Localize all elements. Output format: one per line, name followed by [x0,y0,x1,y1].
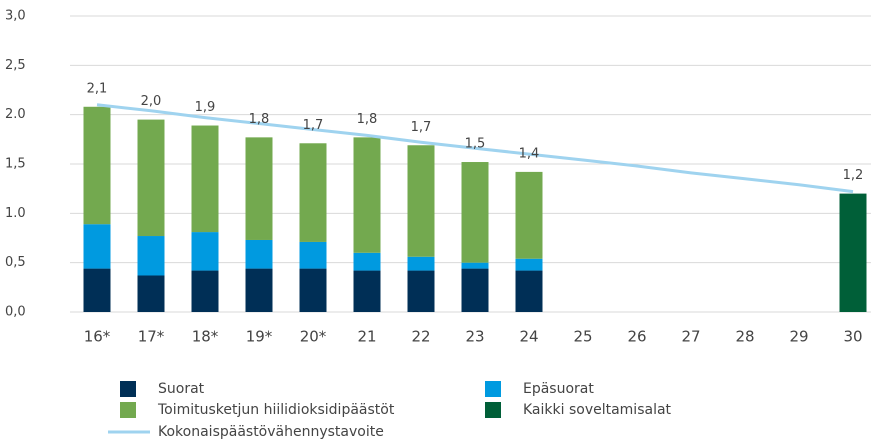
target-line [96,103,854,194]
bar-segment [83,268,111,312]
y-tick-label: 2,5 [5,58,26,73]
bar-segment [407,145,435,257]
bar-segment [191,232,219,271]
bar-segment [839,193,867,312]
x-tick-label: 18* [192,328,219,346]
y-tick-label: 1,5 [5,157,26,172]
x-tick-label: 29 [789,328,808,346]
legend-swatch [120,402,136,418]
legend-label: Kokonaispäästövähennystavoite [158,424,384,440]
bar-segment [83,106,111,225]
legend-label: Toimitusketjun hiilidioksidipäästöt [157,402,395,418]
x-tick-label: 23 [465,328,484,346]
bar-segment [407,256,435,271]
x-tick-label: 16* [84,328,111,346]
bar-segment [245,137,273,240]
bar-segment [299,241,327,269]
total-label: 1,2 [843,168,864,183]
bar-segment [461,162,489,263]
y-tick-label: 1.0 [5,206,26,221]
x-tick-label: 21 [357,328,376,346]
bar-segment [191,270,219,312]
bar-segment [461,262,489,269]
x-tick-label: 20* [300,328,327,346]
bar-segment [515,171,543,259]
bar-segment [137,119,165,237]
x-tick-label: 25 [573,328,592,346]
total-label: 1,5 [465,137,486,152]
y-tick-label: 3,0 [5,9,26,24]
total-label: 1,4 [519,146,540,161]
x-tick-label: 30 [843,328,862,346]
x-tick-label: 28 [735,328,754,346]
x-tick-label: 26 [627,328,646,346]
total-label: 1,9 [195,100,216,115]
bar-segment [299,143,327,242]
x-tick-label: 17* [138,328,165,346]
y-tick-label: 0,0 [5,305,26,320]
legend-swatch [485,402,501,418]
bar-segment [515,270,543,312]
legend-label: Suorat [158,381,205,397]
total-label: 2,1 [87,81,108,96]
bar-segment [83,224,111,269]
bar-segment [299,268,327,312]
x-tick-label: 27 [681,328,700,346]
bar-segment [353,137,381,253]
legend-swatch [485,381,501,397]
bar-segment [461,268,489,312]
total-label: 1,7 [303,118,324,133]
bar-segment [515,258,543,271]
y-tick-label: 2.0 [5,107,26,122]
legend-label: Kaikki soveltamisalat [523,402,672,418]
bar-segment [191,125,219,233]
total-label: 1,8 [249,112,270,127]
bar-segment [137,275,165,312]
bar-segment [245,239,273,269]
x-tick-label: 22 [411,328,430,346]
bar-segment [353,252,381,271]
bar-segment [353,270,381,312]
bar-segment [407,270,435,312]
legend-swatch [120,381,136,397]
total-label: 1,8 [357,112,378,127]
bar-segment [137,236,165,276]
legend-label: Epäsuorat [523,381,594,397]
y-tick-label: 0,5 [5,255,26,270]
total-label: 1,7 [411,120,432,135]
x-tick-label: 24 [519,328,538,346]
bar-segment [245,268,273,312]
x-tick-label: 19* [246,328,273,346]
total-label: 2,0 [141,94,162,109]
